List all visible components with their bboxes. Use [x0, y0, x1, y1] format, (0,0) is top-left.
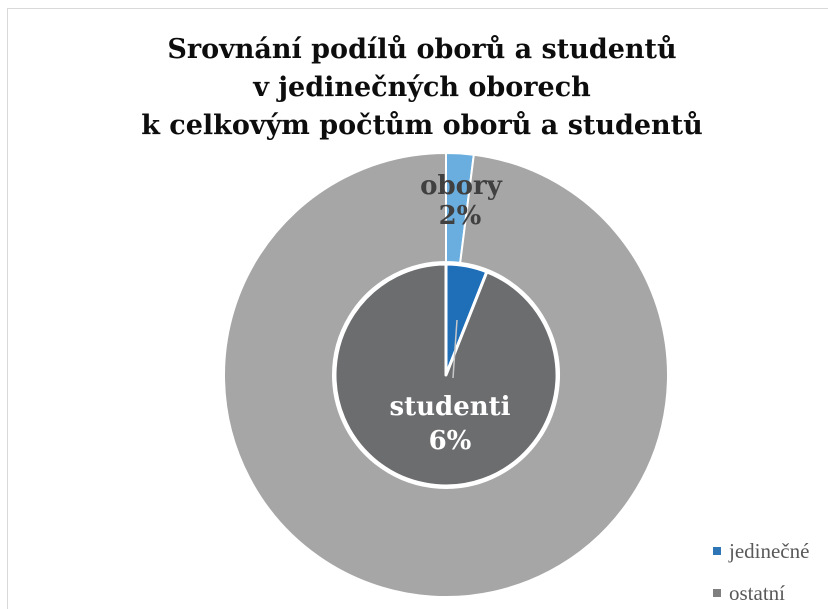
data-label-studenti-name: studenti	[389, 392, 510, 422]
data-label-obory-name: obory	[420, 171, 503, 201]
chart-title: Srovnání podílů oborů a studentů v jedin…	[20, 31, 824, 145]
legend-swatch-ostatni	[713, 589, 721, 597]
legend-label-jedinecne: jedinečné	[729, 538, 810, 563]
legend-item-ostatni: ostatní	[713, 578, 828, 608]
chart-title-line-2: v jedinečných oborech	[253, 72, 591, 103]
chart-title-line-3: k celkovým počtům oborů a studentů	[141, 110, 703, 141]
chart-area-border	[7, 8, 828, 609]
legend-swatch-jedinecne	[713, 547, 721, 555]
chart-legend: jedinečné ostatní	[713, 536, 828, 609]
slice-studenti-ostatni	[333, 262, 559, 488]
legend-item-jedinecne: jedinečné	[713, 536, 828, 566]
pie-slices	[223, 152, 669, 598]
chart-title-line-1: Srovnání podílů oborů a studentů	[167, 34, 677, 65]
data-label-obory-value: 2%	[439, 201, 482, 231]
slice-obory-ostatni	[223, 152, 669, 598]
legend-label-ostatni: ostatní	[729, 580, 785, 605]
data-label-studenti-value: 6%	[429, 426, 472, 456]
label-leader-line	[452, 319, 458, 379]
